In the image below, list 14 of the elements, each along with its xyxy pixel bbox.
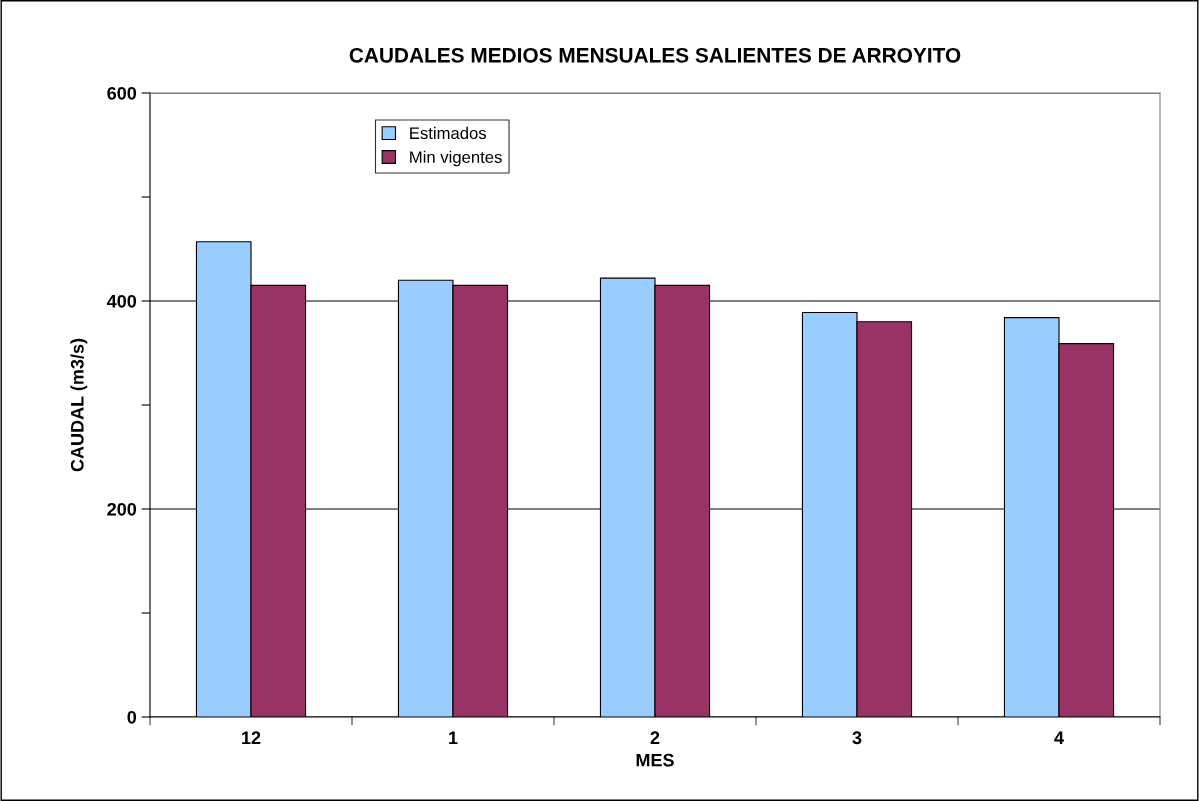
y-axis-title: CAUDAL (m3/s) [70,338,88,472]
y-tick-label: 400 [106,294,137,308]
x-tick-label: 12 [242,731,261,744]
y-tick-label: 200 [107,502,137,516]
y-tick-label: 600 [107,86,137,100]
x-tick-label: 4 [1054,731,1064,744]
chart-title: CAUDALES MEDIOS MENSUALES SALIENTES DE ARROYITO [349,47,961,63]
legend-label: Min vigentes [410,150,502,167]
legend-label: Estimados [410,126,487,140]
y-tick-label: 0 [127,710,137,724]
x-tick-label: 1 [449,731,458,744]
x-tick-label: 3 [852,731,862,745]
x-tick-label: 2 [650,731,660,744]
x-axis-title: MES [636,753,674,767]
